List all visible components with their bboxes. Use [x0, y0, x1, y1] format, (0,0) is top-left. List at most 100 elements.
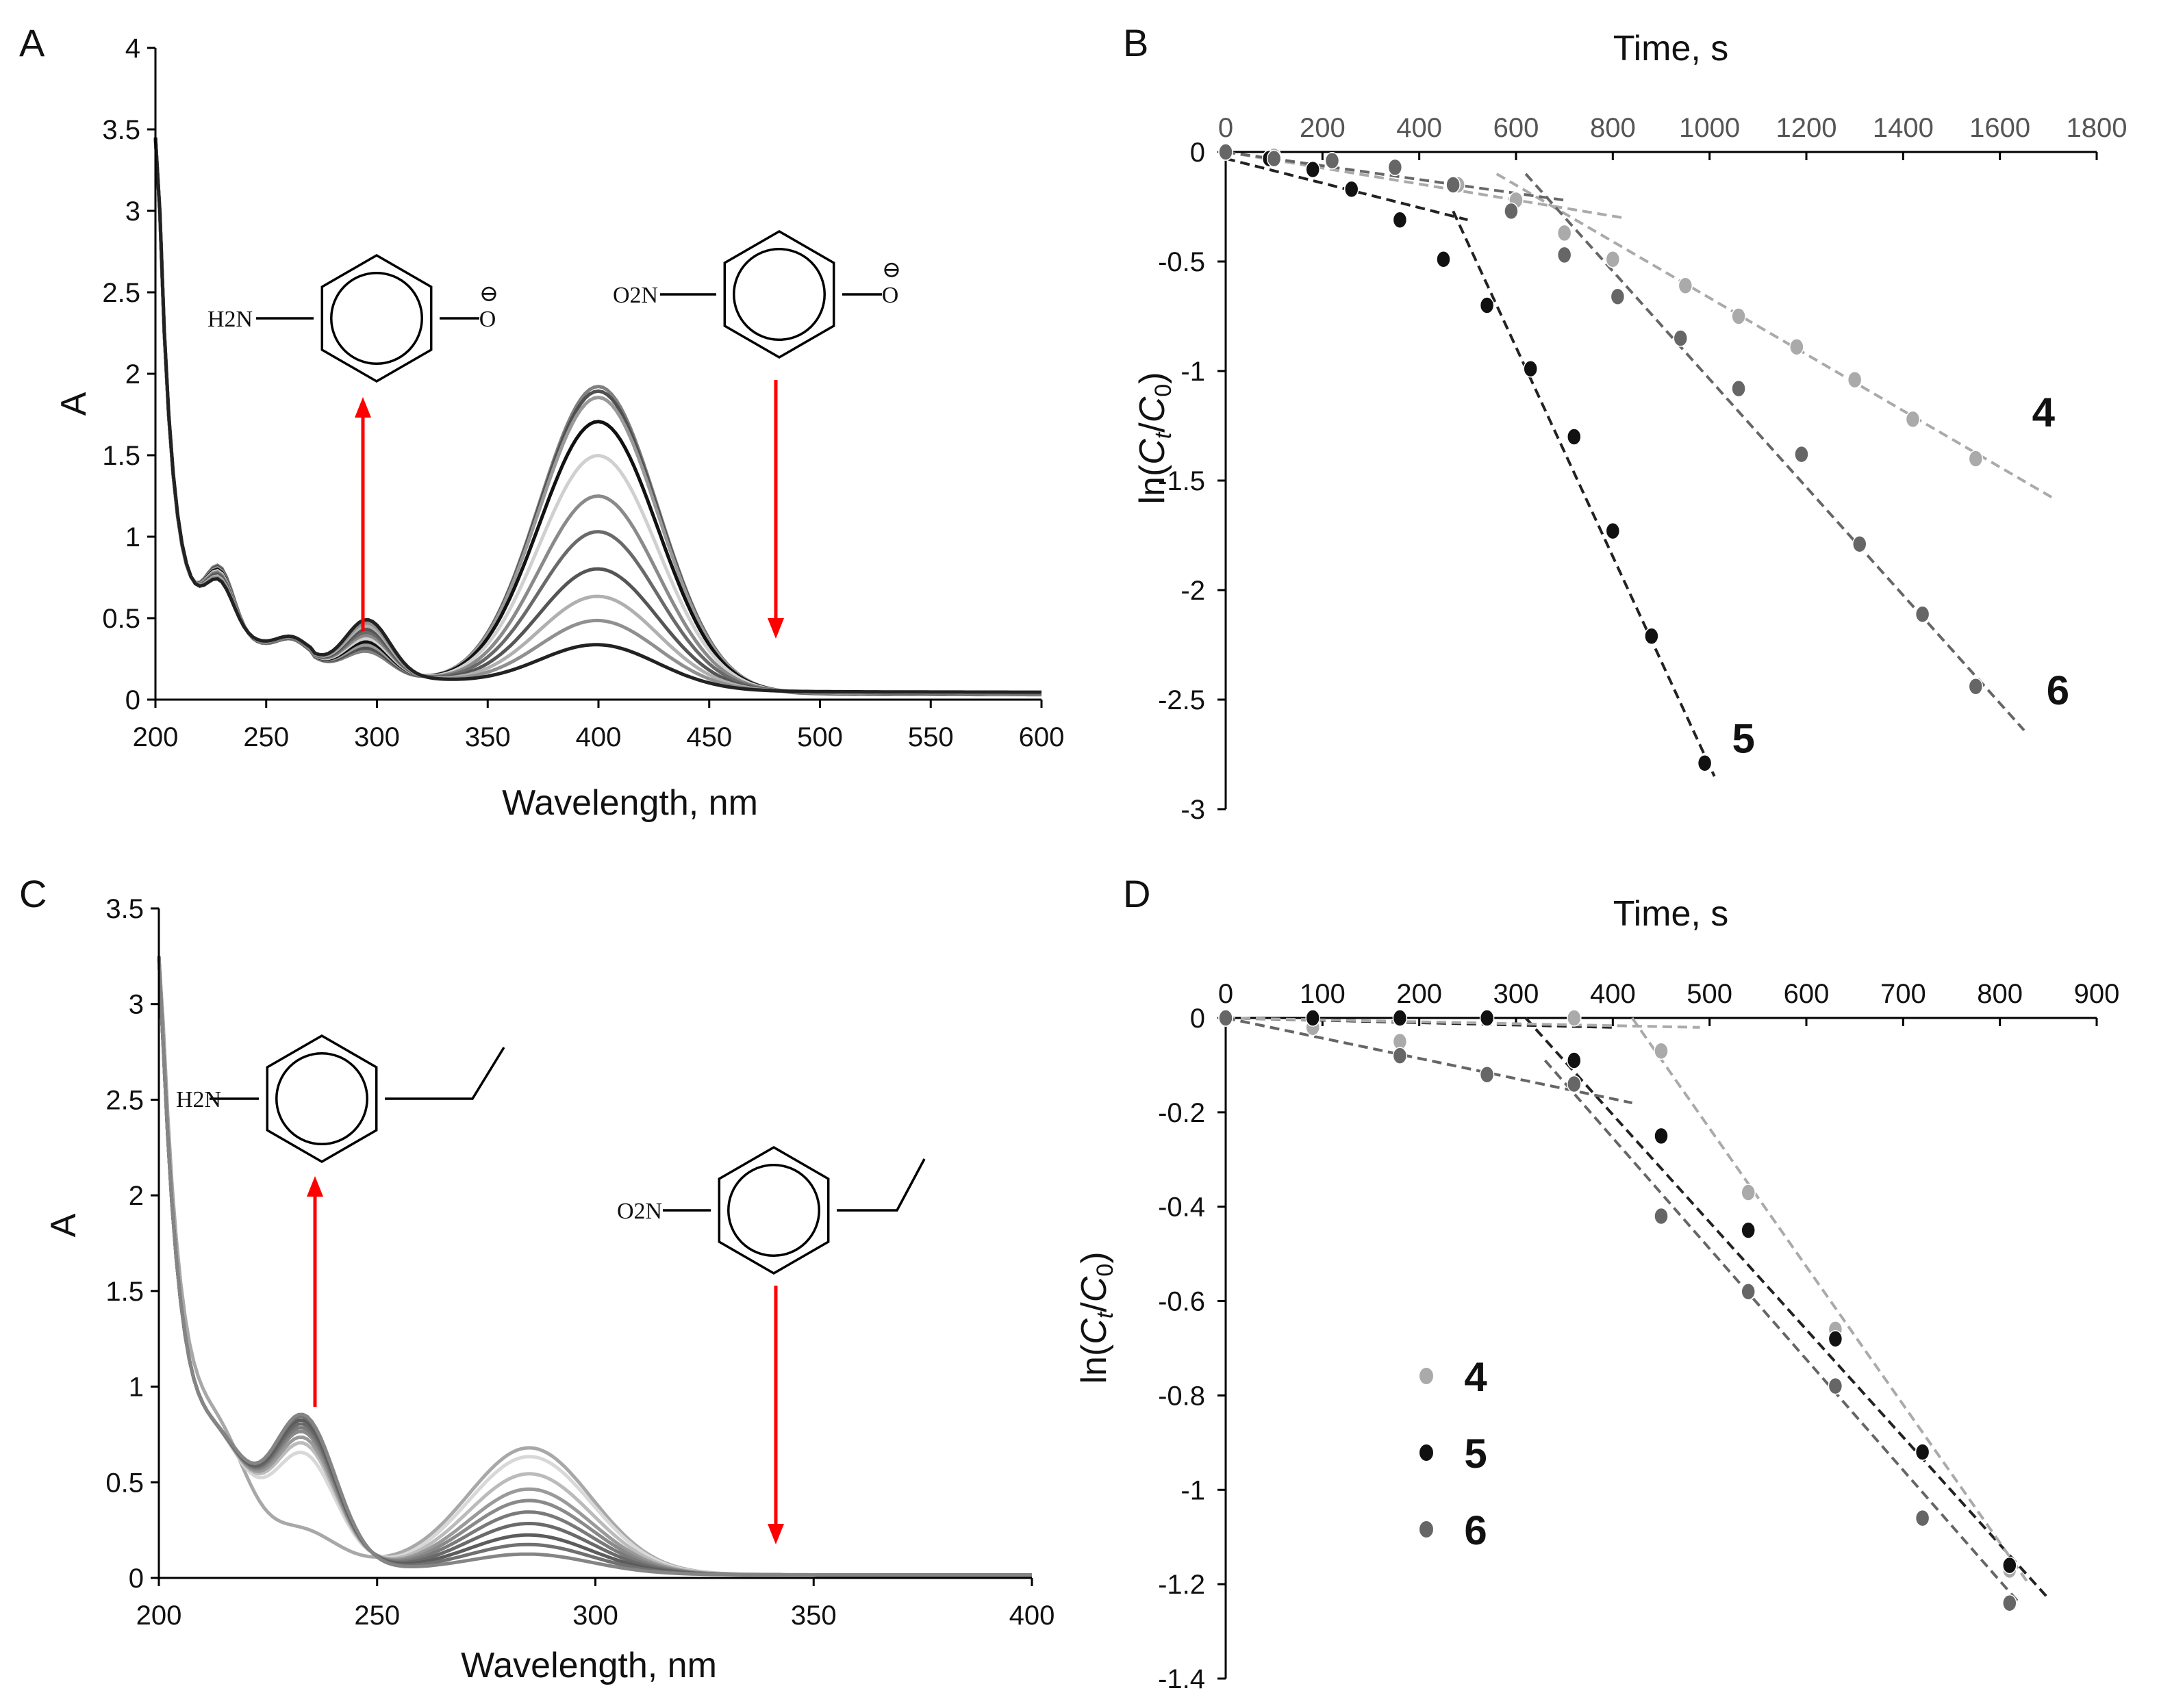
x-tick-label: 900	[2074, 979, 2120, 1009]
data-point-series-6	[1556, 246, 1572, 264]
panel-c-spectrum-line	[157, 956, 1032, 1577]
y-tick-label: -1	[1180, 357, 1205, 387]
data-point-series-4	[1905, 410, 1921, 429]
panel-a-x-tick-label: 500	[797, 722, 843, 752]
y-tick-label: -1	[1180, 1475, 1205, 1505]
x-tick-label: 600	[1784, 979, 1830, 1009]
data-point-series-4	[1678, 277, 1693, 294]
legend-label-5: 5	[1464, 1431, 1487, 1477]
x-tick-label: 600	[1493, 113, 1539, 143]
panel-c-spectrum-line	[157, 956, 1032, 1577]
panel-a-spectrum-line	[153, 137, 1041, 695]
panel-a-spectrum-line	[153, 137, 1041, 695]
data-point-series-5	[1392, 211, 1408, 229]
data-point-series-6	[1610, 288, 1626, 305]
data-point-series-5	[1305, 1009, 1320, 1027]
chem-group-label: H2N	[176, 1087, 221, 1112]
x-tick-label: 1000	[1679, 113, 1740, 143]
panel-c-spectrum-line	[157, 956, 1032, 1577]
data-point-series-6	[1504, 202, 1519, 220]
fit-line	[1630, 1017, 2030, 1585]
panel-a-y-tick-label: 1.5	[102, 441, 140, 471]
x-tick-label: 700	[1880, 979, 1926, 1009]
legend-label-6: 6	[1464, 1507, 1487, 1553]
panel-a-x-title: Wavelength, nm	[502, 783, 758, 823]
data-point-series-4	[1605, 251, 1621, 268]
x-tick-label: 400	[1590, 979, 1636, 1009]
ring-a-reactant-aromatic-circle	[733, 248, 826, 341]
y-tick-label: -2	[1180, 576, 1205, 606]
panel-c-y-tick-label: 0	[129, 1564, 144, 1594]
x-tick-label: 100	[1300, 979, 1346, 1009]
panel-c-x-tick-label: 400	[1009, 1601, 1055, 1631]
panel-label-d: D	[1123, 872, 1150, 915]
x-tick-label: 1600	[1969, 113, 2030, 143]
data-point-series-5	[1654, 1127, 1669, 1145]
x-tick-label: 0	[1218, 113, 1233, 143]
panel-c-spectrum-line	[157, 956, 1032, 1577]
panel-d-y-ticks: 0 -0.2 -0.4 -0.6 -0.8 -1 -1.2 -1.4	[1158, 1004, 1226, 1694]
panel-b-y-ticks: 0 -0.5 -1 -1.5 -2 -2.5 -3	[1158, 138, 1226, 825]
data-point-series-6	[1218, 1009, 1233, 1027]
panel-b-y-title: ln(Ct/C0)	[1133, 372, 1176, 504]
x-tick-label: 300	[1493, 979, 1539, 1009]
data-point-series-5	[1567, 1051, 1582, 1069]
panel-c-y-title: A	[44, 1213, 84, 1237]
panel-c-down-arrow	[768, 1286, 784, 1544]
panel-label-c: C	[19, 872, 47, 915]
data-point-series-4	[1731, 307, 1746, 325]
panel-d-y-title: ln(Ct/C0)	[1074, 1251, 1118, 1384]
data-point-series-5	[1605, 522, 1621, 540]
panel-a-y-title: A	[54, 392, 94, 416]
curve-label-4: 4	[2032, 390, 2056, 435]
legend-marker-5	[1419, 1444, 1433, 1461]
panel-a-y-tick-label: 0	[125, 685, 140, 715]
panel-a-spectrum-line	[153, 137, 1041, 694]
panel-b-curve-labels: 4 5 6	[1732, 390, 2069, 762]
ring-a-product	[320, 253, 433, 383]
data-point-series-4	[1968, 450, 1984, 468]
y-tick-label: 0	[1190, 1004, 1205, 1034]
data-point-series-4	[1847, 371, 1863, 389]
panel-c-x-title: Wavelength, nm	[461, 1646, 717, 1685]
panel-a-down-arrow	[768, 380, 784, 639]
chem-group-label: O	[882, 283, 899, 308]
chem-group-label: O2N	[617, 1199, 662, 1224]
y-tick-label: -1.2	[1158, 1570, 1205, 1600]
data-point-series-5	[1479, 296, 1495, 314]
chem-group-label: O2N	[613, 283, 658, 308]
panel-b-fit-lines	[1225, 151, 2054, 777]
panel-a-spectrum-line	[153, 137, 1041, 696]
panel-d-x-title: Time, s	[1613, 894, 1729, 934]
panel-c-spectrum-line	[157, 956, 1032, 1577]
y-tick-label: -1.5	[1158, 466, 1205, 496]
panel-a-spectrum-line	[153, 137, 1041, 696]
panel-c-curves	[157, 956, 1032, 1577]
panel-a-spectrum-line	[153, 137, 1041, 695]
data-point-series-6	[1731, 379, 1746, 398]
data-point-series-6	[1324, 152, 1340, 170]
panel-d-legend: 4 5 6	[1419, 1354, 1487, 1553]
ring-c-product	[266, 1034, 378, 1164]
panel-c-x-tick-label: 200	[136, 1601, 182, 1631]
data-point-series-6	[1915, 1509, 1930, 1527]
panel-a-up-arrow	[355, 397, 371, 631]
panel-b-x-title: Time, s	[1613, 29, 1729, 68]
data-point-series-6	[1794, 445, 1809, 463]
fit-line	[1495, 173, 2054, 500]
data-point-series-5	[2002, 1556, 2017, 1575]
x-tick-label: 200	[1300, 113, 1346, 143]
data-point-series-5	[1741, 1221, 1756, 1239]
panel-a-x-tick-label: 300	[354, 722, 400, 752]
panel-c-y-tick-label: 3	[129, 990, 144, 1020]
ring-a-product-aromatic-circle	[330, 272, 423, 365]
panel-a-x-tick-label: 250	[243, 722, 289, 752]
legend-label-4: 4	[1464, 1354, 1487, 1400]
panel-c-y-tick-label: 1	[129, 1373, 144, 1403]
data-point-series-6	[1567, 1075, 1582, 1093]
panel-c-y-tick-label: 3.5	[105, 894, 144, 924]
panel-a-x-tick-label: 600	[1019, 722, 1065, 752]
panel-a-spectrum-line	[153, 137, 1041, 696]
x-tick-label: 200	[1396, 979, 1442, 1009]
panel-c-spectrum-line	[157, 956, 1032, 1577]
